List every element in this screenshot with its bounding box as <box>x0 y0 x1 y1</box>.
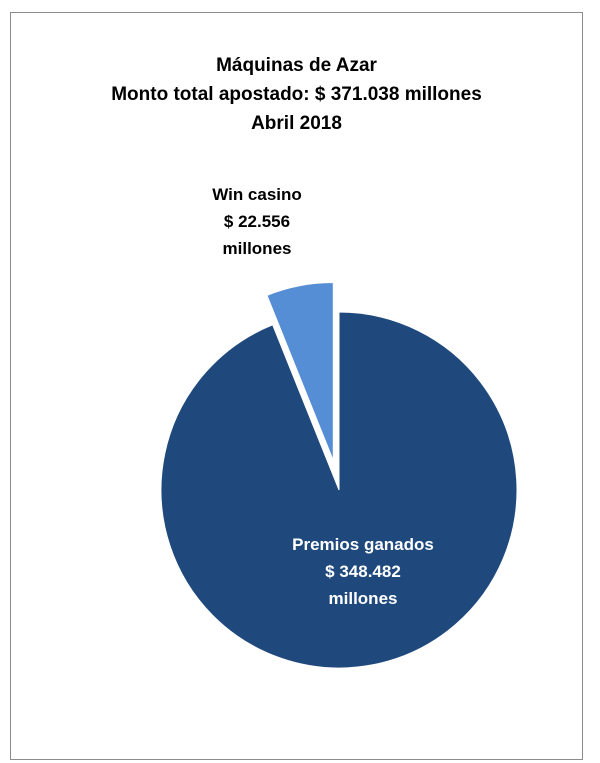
pie-slice-premios-ganados <box>160 311 518 669</box>
slice-label-line: millones <box>329 589 398 608</box>
slice-label-line: $ 22.556 <box>224 212 290 231</box>
slice-label-win-casino: Win casino $ 22.556 millones <box>212 185 302 258</box>
slice-label-line: millones <box>223 239 292 258</box>
slice-label-line: Win casino <box>212 185 302 204</box>
slice-label-premios-ganados: Premios ganados $ 348.482 millones <box>292 535 434 608</box>
chart-title: Máquinas de Azar Monto total apostado: $… <box>11 51 582 138</box>
chart-title-line-1: Máquinas de Azar <box>216 55 377 76</box>
slice-label-line: $ 348.482 <box>325 562 401 581</box>
chart-title-line-2: Monto total apostado: $ 371.038 millones <box>111 84 482 105</box>
slice-label-line: Premios ganados <box>292 535 434 554</box>
chart-title-line-3: Abril 2018 <box>251 113 342 134</box>
pie-slice-win-casino <box>266 282 334 461</box>
